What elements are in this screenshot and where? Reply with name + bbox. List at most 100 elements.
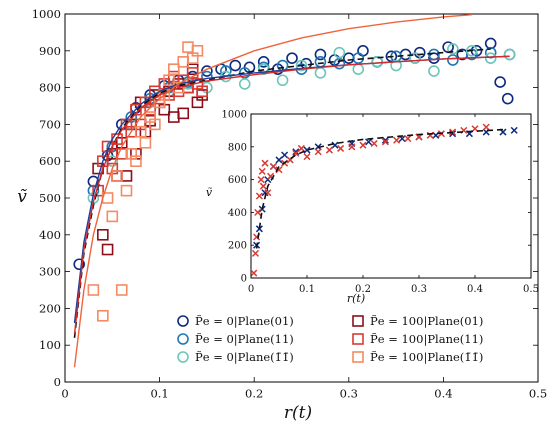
data-point-x [258, 167, 266, 175]
y-tick-label: 800 [228, 142, 247, 153]
data-point-x [359, 141, 367, 149]
x-tick-label: 0 [61, 387, 68, 401]
data-point-x [381, 136, 389, 144]
x-tick-label: 0.5 [529, 387, 547, 401]
data-point-circle [484, 52, 497, 64]
data-point-x [303, 153, 311, 161]
x-tick-label: 0.3 [411, 284, 427, 295]
fit-curve-dashed [255, 128, 504, 249]
data-point-square [134, 125, 147, 138]
legend-label: P̃e = 100|Plane(1̄1̄) [370, 350, 483, 365]
data-point-circle [390, 59, 402, 72]
data-point-square [115, 284, 128, 296]
x-tick-label: 0.2 [355, 284, 371, 295]
x-tick-label: 0.4 [467, 284, 483, 295]
x-tick-label: 0.5 [523, 284, 539, 295]
data-point-x [449, 130, 457, 138]
y-tick-label: 800 [39, 81, 61, 95]
data-point-x [325, 146, 333, 154]
x-tick-label: 0.4 [434, 387, 452, 401]
y-tick-label: 400 [39, 228, 61, 242]
data-point-x [281, 151, 289, 159]
data-point-x [482, 123, 490, 131]
y-tick-label: 200 [228, 241, 247, 252]
data-point-square [130, 103, 142, 116]
data-point-x [261, 159, 269, 167]
data-point-square [196, 85, 208, 98]
plot-marks [73, 14, 516, 368]
data-point-square [167, 63, 180, 75]
data-point-square [130, 155, 142, 167]
data-point-circle [314, 48, 327, 61]
y-tick-label: 0 [54, 375, 61, 389]
data-point-square [101, 243, 114, 256]
data-point-square [97, 229, 109, 241]
inset-axes: 0 0.1 0.2 0.3 0.4 0.5 0 200 400 600 800 1000 [222, 110, 539, 296]
y-tick-label: 900 [39, 44, 61, 58]
y-tick-label: 100 [39, 338, 61, 352]
legend-label: P̃e = 0|Plane(01) [195, 314, 294, 329]
legend-marker-circle [177, 333, 189, 345]
data-point-x [348, 143, 356, 151]
inset-plot-content [251, 123, 518, 277]
y-tick-label: 0 [241, 274, 247, 285]
data-point-circle [465, 48, 478, 61]
legend-label: P̃e = 100|Plane(01) [370, 314, 483, 329]
data-point-x [259, 182, 267, 190]
y-tick-label: 1000 [222, 110, 247, 121]
y-tick-label: 600 [228, 175, 247, 186]
data-point-square [149, 118, 161, 131]
data-point-x [275, 156, 283, 164]
data-point-x [257, 176, 265, 184]
data-point-circle [385, 50, 398, 63]
data-point-circle [295, 59, 308, 72]
inset-x-axis-label: r(t) [347, 292, 365, 305]
x-tick-label: 0.2 [245, 387, 263, 401]
x-tick-label: 0 [248, 284, 254, 295]
x-tick-label: 0.3 [340, 387, 358, 401]
data-point-square [87, 284, 100, 296]
data-point-circle [333, 46, 346, 59]
legend-marker-circle [177, 315, 189, 327]
data-point-circle [428, 65, 440, 77]
data-point-circle [447, 43, 459, 55]
legend-marker-square [352, 351, 364, 363]
data-point-circle [238, 78, 251, 90]
y-tick-label: 700 [39, 117, 61, 131]
y-tick-label: 300 [39, 265, 61, 279]
data-point-circle [229, 59, 242, 72]
data-point-circle [409, 52, 421, 64]
y-tick-label: 1000 [32, 7, 61, 21]
data-point-x [269, 162, 277, 171]
data-point-circle [465, 44, 478, 57]
data-point-square [144, 103, 156, 116]
data-point-square [186, 67, 199, 79]
main-plot-content [73, 14, 516, 368]
data-point-square [177, 107, 190, 120]
data-point-x [292, 149, 300, 157]
data-point-x [255, 192, 263, 200]
data-point-square [120, 184, 133, 197]
data-point-circle [286, 52, 298, 64]
data-point-square [97, 155, 109, 167]
legend-label: P̃e = 0|Plane(1̄1̄) [195, 350, 294, 365]
fit-curve [73, 14, 472, 368]
legend-marker-circle [177, 351, 189, 363]
data-point-circle [333, 57, 346, 70]
data-point-circle [276, 74, 289, 87]
y-tick-label: 500 [39, 191, 61, 205]
main-axes: 0 0.1 0.2 0.3 0.4 0.5 0 100 200 300 400 500 600 700 80… [32, 7, 547, 400]
legend-marker-square [352, 315, 364, 327]
plot-marks [251, 123, 518, 277]
data-point-x [261, 189, 269, 197]
y-tick-label: 400 [228, 208, 247, 219]
legend: P̃e = 0|Plane(01) P̃e = 0|Plane(11) P̃e = … [177, 314, 483, 365]
x-tick-label: 0.1 [150, 387, 168, 401]
data-point-x [275, 166, 283, 174]
inset-plot-area [250, 113, 532, 279]
data-point-square [191, 44, 204, 57]
data-point-x [314, 148, 322, 156]
data-point-x [337, 144, 345, 152]
data-point-x [365, 138, 373, 146]
